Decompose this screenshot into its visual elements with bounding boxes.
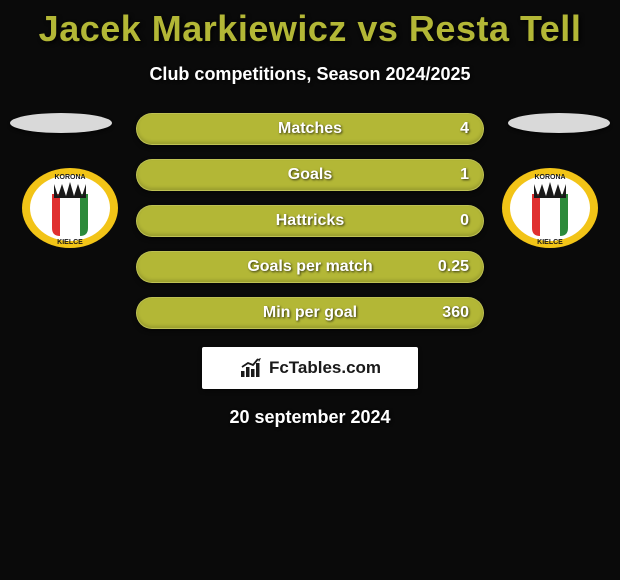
stat-label: Goals <box>288 166 332 184</box>
subtitle: Club competitions, Season 2024/2025 <box>0 64 620 85</box>
stat-bar-hattricks: Hattricks 0 <box>136 205 484 237</box>
stat-value: 0.25 <box>438 258 469 276</box>
stat-bar-goals-per-match: Goals per match 0.25 <box>136 251 484 283</box>
brand-link[interactable]: FcTables.com <box>202 347 418 389</box>
stat-bar-matches: Matches 4 <box>136 113 484 145</box>
stat-value: 360 <box>442 304 469 322</box>
stat-label: Matches <box>278 120 342 138</box>
badge-top-label: KORONA <box>54 174 85 181</box>
stat-bar-min-per-goal: Min per goal 360 <box>136 297 484 329</box>
page-title: Jacek Markiewicz vs Resta Tell <box>0 0 620 50</box>
stat-value: 0 <box>460 212 469 230</box>
badge-bottom-label: KIELCE <box>57 239 83 246</box>
stat-value: 4 <box>460 120 469 138</box>
player-right-avatar-placeholder <box>508 113 610 133</box>
stat-label: Goals per match <box>247 258 372 276</box>
stat-value: 1 <box>460 166 469 184</box>
badge-top-label: KORONA <box>534 174 565 181</box>
club-badge-right: KORONA KIELCE <box>500 166 600 250</box>
date-text: 20 september 2024 <box>0 407 620 428</box>
player-left-avatar-placeholder <box>10 113 112 133</box>
comparison-area: KORONA KIELCE KORONA KIELCE Matches 4 Go… <box>0 113 620 428</box>
stat-bar-goals: Goals 1 <box>136 159 484 191</box>
stat-label: Hattricks <box>276 212 344 230</box>
chart-icon <box>239 357 263 379</box>
badge-bottom-label: KIELCE <box>537 239 563 246</box>
club-badge-left: KORONA KIELCE <box>20 166 120 250</box>
brand-text: FcTables.com <box>269 358 381 378</box>
stat-label: Min per goal <box>263 304 357 322</box>
